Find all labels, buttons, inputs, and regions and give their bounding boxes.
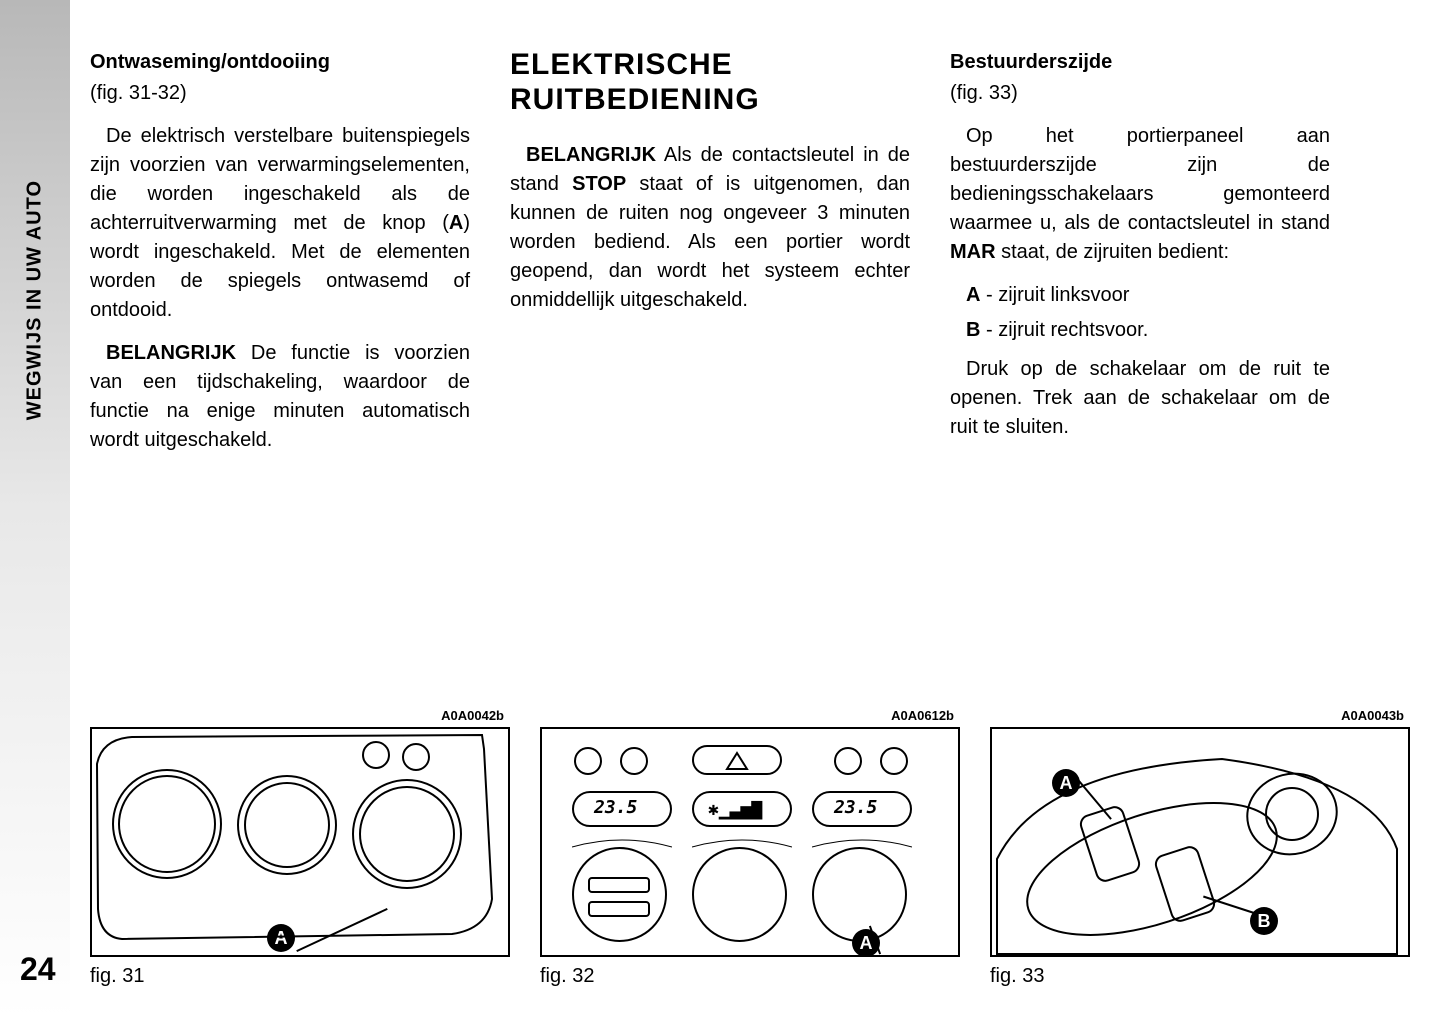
page-number: 24 (20, 951, 56, 988)
triangle-icon (725, 751, 749, 771)
text: - zijruit linksvoor (980, 284, 1129, 306)
callout-a: A (852, 929, 880, 957)
paragraph: Druk op de schakelaar om de ruit te open… (950, 355, 1330, 442)
scale-marks-icon (812, 837, 912, 849)
figure-frame: A B (990, 727, 1410, 957)
control-dial-icon (812, 847, 907, 942)
column-2: ELEKTRISCHE RUITBEDIENING BELANGRIJK Als… (510, 48, 910, 469)
list-item-a: A - zijruit linksvoor (950, 281, 1330, 310)
figure-caption: fig. 32 (540, 965, 960, 988)
figure-31: A0A0042b A fig. 31 (90, 708, 510, 988)
control-dial-icon (572, 847, 667, 942)
figure-caption: fig. 31 (90, 965, 510, 988)
sidebar: WEGWIJS IN UW AUTO (0, 0, 70, 1018)
paragraph: Op het portierpaneel aan bestuurderszijd… (950, 122, 1330, 267)
paragraph-important: BELANGRIJK Als de contactsleutel in de s… (510, 141, 910, 315)
auto-bar-icon (588, 877, 650, 893)
fig-reference: (fig. 33) (950, 79, 1330, 108)
figure-33: A0A0043b A B fig. 33 (990, 708, 1410, 988)
figure-code: A0A0612b (540, 708, 960, 723)
column-3: Bestuurderszijde (fig. 33) Op het portie… (950, 48, 1330, 469)
subheading-defrost: Ontwaseming/ontdooiing (90, 48, 470, 77)
mar-label: MAR (950, 241, 996, 263)
main-heading: ELEKTRISCHE RUITBEDIENING (510, 48, 910, 117)
text: - zijruit rechtsvoor. (980, 319, 1148, 341)
important-label: BELANGRIJK (106, 342, 236, 364)
fan-bars-icon: ✱▁▃▅▇ (708, 799, 762, 820)
figure-code: A0A0043b (990, 708, 1410, 723)
figure-row: A0A0042b A fig. 31 A0A0612b (90, 708, 1410, 988)
panel-outline-icon (92, 729, 510, 957)
label-a: A (449, 212, 463, 234)
mono-bar-icon (588, 901, 650, 917)
callout-b: B (1250, 907, 1278, 935)
control-dial-icon (692, 847, 787, 942)
figure-frame: 23.5 ✱▁▃▅▇ 23.5 A (540, 727, 960, 957)
figure-32: A0A0612b 23.5 ✱▁▃▅▇ 23.5 A fig. (540, 708, 960, 988)
column-1: Ontwaseming/ontdooiing (fig. 31-32) De e… (90, 48, 470, 469)
paragraph-important: BELANGRIJK De functie is voorzien van ee… (90, 339, 470, 455)
figure-code: A0A0042b (90, 708, 510, 723)
subheading-driver-side: Bestuurderszijde (950, 48, 1330, 77)
important-label: BELANGRIJK (526, 144, 656, 166)
scale-marks-icon (692, 837, 792, 849)
door-panel-outline-icon (992, 729, 1410, 957)
list-item-b: B - zijruit rechtsvoor. (950, 316, 1330, 345)
text: staat, de zijruiten bedient: (996, 241, 1229, 263)
stop-label: STOP (572, 173, 626, 195)
temp-value-right: 23.5 (834, 797, 877, 818)
figure-caption: fig. 33 (990, 965, 1410, 988)
label-b: B (966, 319, 980, 341)
fig-reference: (fig. 31-32) (90, 79, 470, 108)
scale-marks-icon (572, 837, 672, 849)
button-icon (880, 747, 908, 775)
text: Op het portierpaneel aan bestuurderszijd… (950, 125, 1330, 234)
callout-a: A (1052, 769, 1080, 797)
button-icon (574, 747, 602, 775)
button-icon (834, 747, 862, 775)
paragraph: De elektrisch verstelbare buitenspiegels… (90, 122, 470, 325)
label-a: A (966, 284, 980, 306)
content-columns: Ontwaseming/ontdooiing (fig. 31-32) De e… (90, 48, 1410, 469)
text: De elektrisch verstelbare buitenspiegels… (90, 125, 470, 234)
figure-frame: A (90, 727, 510, 957)
button-icon (620, 747, 648, 775)
section-title-vertical: WEGWIJS IN UW AUTO (24, 180, 47, 420)
temp-value-left: 23.5 (594, 797, 637, 818)
